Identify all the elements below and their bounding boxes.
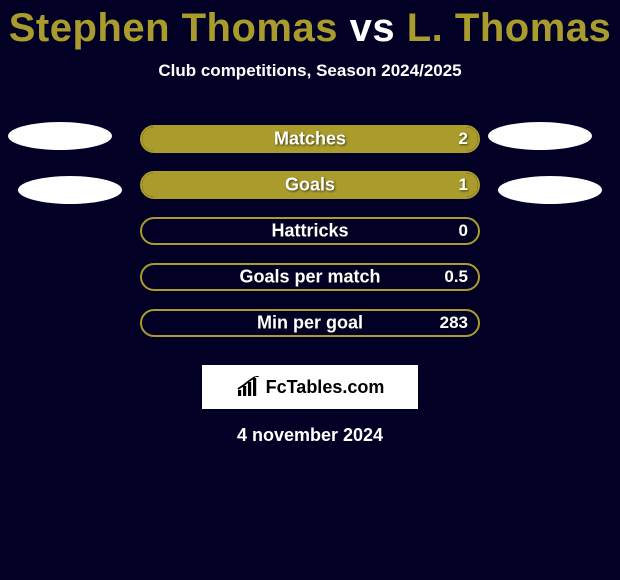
- brand-box[interactable]: FcTables.com: [202, 365, 418, 409]
- stat-label: Min per goal: [257, 313, 363, 334]
- stat-label: Goals per match: [239, 267, 380, 288]
- stat-label: Matches: [274, 129, 346, 150]
- stats-container: Matches 2 Goals 1 Hattricks 0 Goals per match 0…: [0, 125, 620, 337]
- stat-label: Hattricks: [271, 221, 348, 242]
- chart-icon: [236, 376, 262, 398]
- brand-text: FcTables.com: [266, 377, 385, 398]
- subtitle: Club competitions, Season 2024/2025: [0, 61, 620, 81]
- stat-row: Min per goal 283: [140, 309, 480, 337]
- stat-value-right: 0.5: [444, 267, 468, 287]
- stat-label: Goals: [285, 175, 335, 196]
- title-player2: L. Thomas: [407, 6, 612, 50]
- title-player1: Stephen Thomas: [9, 6, 338, 50]
- date-text: 4 november 2024: [0, 425, 620, 446]
- stat-value-right: 283: [440, 313, 468, 333]
- stat-value-right: 2: [459, 129, 468, 149]
- title-vs: vs: [350, 6, 396, 50]
- stat-row: Goals per match 0.5: [140, 263, 480, 291]
- stat-row: Goals 1: [140, 171, 480, 199]
- stat-value-right: 1: [459, 175, 468, 195]
- stat-value-right: 0: [459, 221, 468, 241]
- page-title: Stephen Thomas vs L. Thomas: [0, 0, 620, 51]
- stat-row: Hattricks 0: [140, 217, 480, 245]
- stat-row: Matches 2: [140, 125, 480, 153]
